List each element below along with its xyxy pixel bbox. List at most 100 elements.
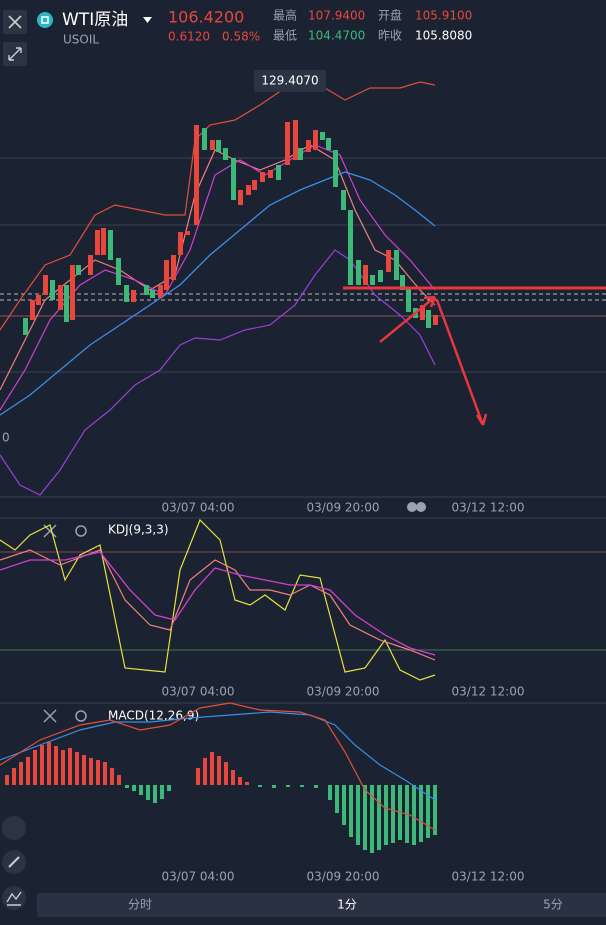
tab[interactable]: 1分: [337, 898, 357, 912]
symbol-icon: [37, 12, 53, 28]
candle: [124, 285, 129, 302]
candle: [178, 232, 183, 255]
indicator-label: KDJ(9,3,3): [108, 523, 169, 537]
candle: [171, 255, 176, 280]
macd-bars-positive: [5, 742, 121, 785]
candle: [144, 285, 149, 295]
close-icon: [8, 15, 22, 29]
kdj-k: [0, 549, 436, 661]
candle: [348, 210, 353, 285]
candle: [313, 130, 318, 150]
stat-label: 开盘: [378, 8, 402, 23]
candle: [194, 125, 199, 225]
macd-dif: [0, 702, 436, 831]
slow-ma: [0, 171, 436, 416]
arrow-up: [379, 295, 437, 343]
candle: [202, 128, 207, 150]
candle: [50, 280, 55, 300]
candle: [231, 158, 236, 200]
time-label: 03/12 12:00: [452, 685, 525, 699]
time-label: 03/09 20:00: [307, 501, 380, 515]
candle: [95, 230, 100, 255]
symbol-name[interactable]: WTI原油: [62, 10, 128, 30]
candle: [238, 190, 243, 205]
candle: [341, 190, 346, 210]
candle: [370, 275, 375, 285]
time-label: 03/07 04:00: [162, 501, 235, 515]
candle: [276, 165, 281, 180]
dropdown-arrow[interactable]: [143, 17, 152, 23]
header: WTI原油 USOIL 106.4200 0.6120 0.58% 最高 107…: [37, 8, 472, 47]
kdj-j: [0, 518, 436, 681]
arrow-down: [435, 299, 488, 426]
stat-label: 最低: [273, 29, 297, 43]
candle: [333, 150, 338, 187]
candle: [150, 290, 155, 298]
scroll-dot[interactable]: [416, 502, 426, 512]
tab[interactable]: 5分: [543, 898, 563, 912]
candle: [386, 250, 391, 272]
time-label: 03/09 20:00: [307, 870, 380, 884]
stat-label: 最高: [273, 8, 297, 23]
max-label-box: [254, 70, 326, 92]
candle: [260, 172, 265, 182]
candle: [433, 315, 438, 325]
candle: [108, 230, 113, 260]
max-label: 129.4070: [261, 74, 318, 88]
settings-icon[interactable]: [75, 710, 87, 722]
candle: [70, 265, 75, 320]
collapse-icon: [8, 47, 22, 61]
time-label: 03/09 20:00: [307, 685, 380, 699]
tab[interactable]: 分时: [128, 898, 152, 912]
stat-value: 104.4700: [308, 29, 365, 43]
macd-histogram: [5, 742, 437, 853]
candle: [246, 185, 251, 195]
macd-bars-negative: [258, 785, 437, 853]
price: 106.4200: [168, 8, 244, 27]
indicator-label: MACD(12,26,9): [108, 709, 199, 723]
candle: [131, 290, 136, 302]
indicator-tool[interactable]: [2, 886, 26, 910]
time-label: 03/07 04:00: [162, 685, 235, 699]
candle: [306, 140, 311, 152]
candle: [43, 275, 48, 295]
candle: [185, 231, 190, 235]
candle: [285, 122, 290, 165]
candle: [64, 285, 69, 322]
candle: [216, 140, 221, 152]
candle: [320, 132, 325, 140]
candles: [23, 120, 438, 335]
close-indicator[interactable]: [43, 709, 57, 723]
macd-bars-negative: [125, 785, 171, 803]
candle: [400, 275, 405, 290]
settings-icon[interactable]: [75, 525, 87, 537]
symbol-code: USOIL: [63, 33, 99, 47]
time-label: 03/12 12:00: [452, 870, 525, 884]
candle: [88, 255, 93, 275]
candle: [293, 120, 298, 160]
candle: [298, 148, 303, 160]
time-label: 03/12 12:00: [452, 501, 525, 515]
time-label: 03/07 04:00: [162, 870, 235, 884]
candle: [326, 138, 331, 150]
candle: [394, 250, 399, 280]
change: 0.6120: [168, 30, 210, 44]
candle-tool[interactable]: [2, 816, 26, 840]
scroll-dot[interactable]: [407, 502, 417, 512]
upper-band: [0, 79, 436, 331]
candle: [36, 295, 41, 305]
candle: [164, 260, 169, 290]
macd-bars-positive: [196, 752, 249, 785]
candle: [252, 180, 257, 190]
stat-value: 107.9400: [308, 9, 365, 23]
candle: [23, 318, 28, 335]
candle: [356, 260, 361, 285]
candle: [76, 265, 81, 275]
candle: [363, 265, 368, 285]
kdj-d: [0, 551, 436, 656]
edge-label: 0: [2, 431, 10, 445]
candle: [101, 228, 106, 255]
candle: [210, 140, 215, 150]
change-pct: 0.58%: [222, 30, 260, 44]
